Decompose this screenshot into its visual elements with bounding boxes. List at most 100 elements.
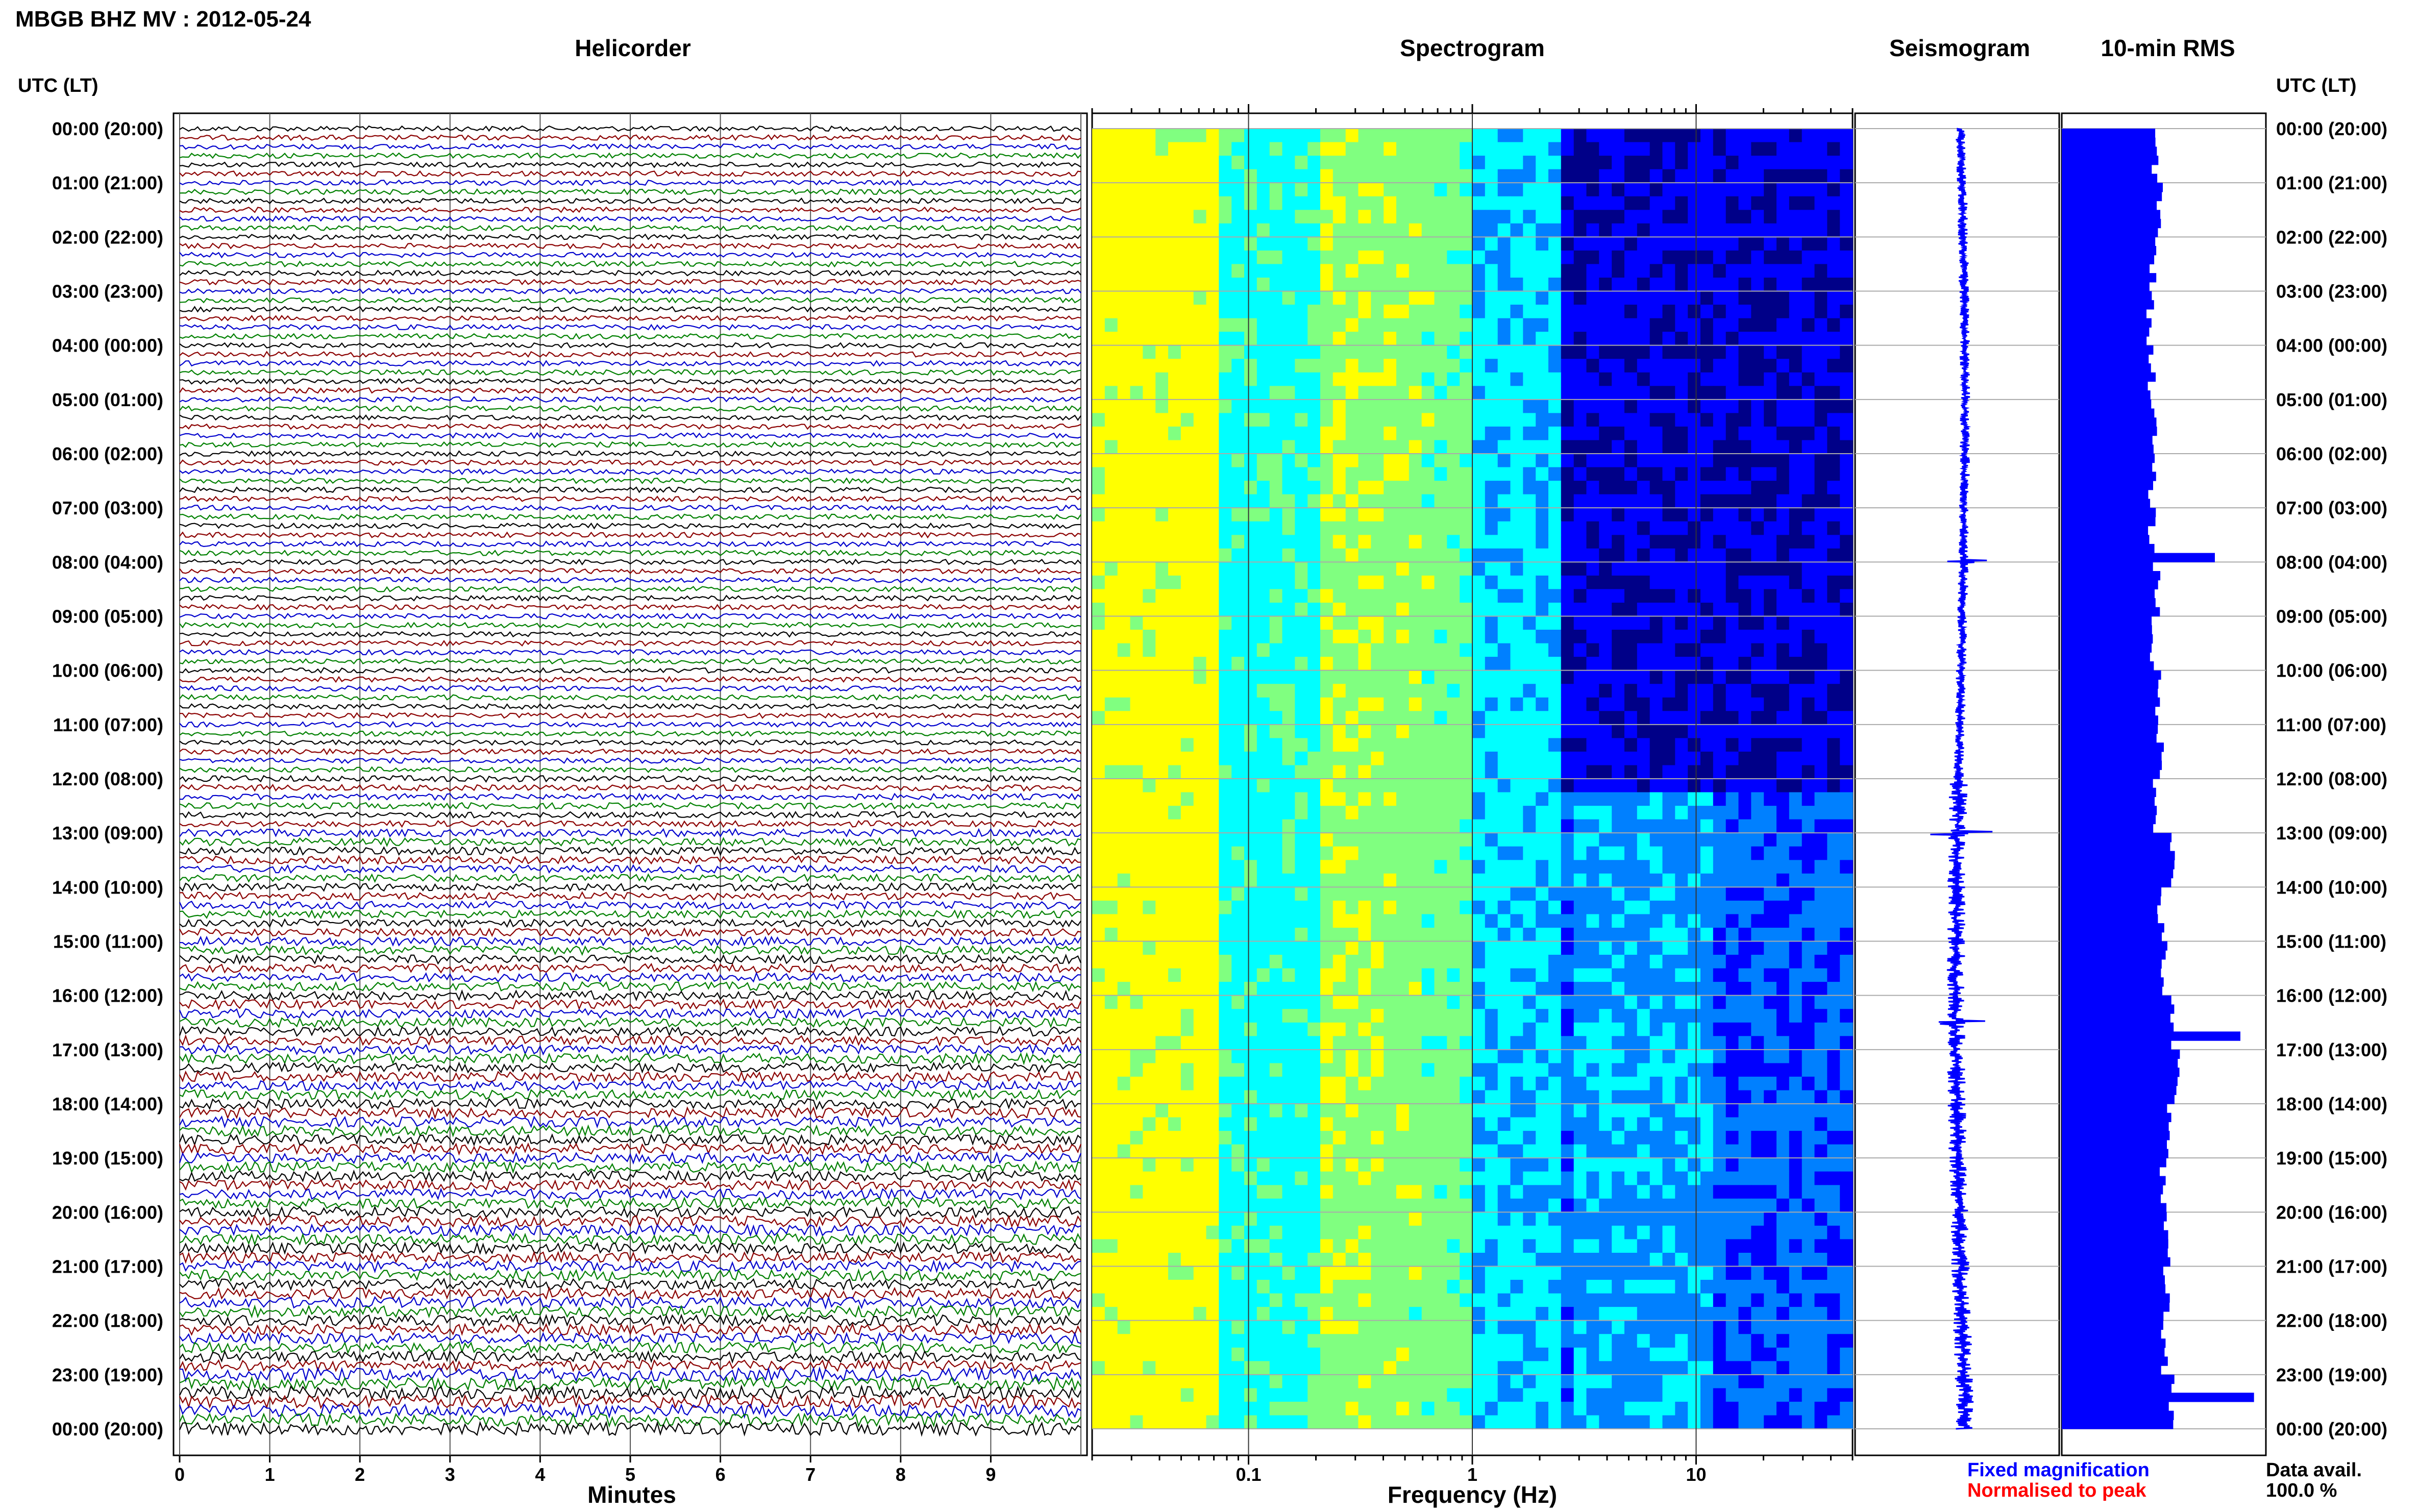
spectrogram-cell xyxy=(1700,1131,1714,1145)
spectrogram-cell xyxy=(1649,535,1663,549)
spectrogram-cell xyxy=(1548,535,1562,549)
spectrogram-cell xyxy=(1295,1131,1308,1145)
spectrogram-cell xyxy=(1130,995,1144,1009)
spectrogram-cell xyxy=(1649,169,1663,183)
spectrogram-cell xyxy=(1206,1131,1220,1145)
spectrogram-cell xyxy=(1840,359,1853,373)
spectrogram-cell xyxy=(1751,305,1764,319)
spectrogram-cell xyxy=(1104,291,1118,305)
spectrogram-cell xyxy=(1460,697,1473,712)
spectrogram-cell xyxy=(1485,751,1498,766)
spectrogram-cell xyxy=(1092,535,1105,549)
spectrogram-cell xyxy=(1460,684,1473,698)
spectrogram-cell xyxy=(1497,765,1511,779)
helicorder-trace xyxy=(179,1421,1081,1437)
spectrogram-cell xyxy=(1624,1158,1638,1172)
spectrogram-cell xyxy=(1586,183,1600,197)
spectrogram-cell xyxy=(1649,887,1663,901)
spectrogram-cell xyxy=(1434,1009,1448,1023)
spectrogram-cell xyxy=(1282,833,1296,847)
spectrogram-cell xyxy=(1497,278,1511,292)
spectrogram-cell xyxy=(1155,1131,1169,1145)
spectrogram-cell xyxy=(1256,129,1270,143)
spectrogram-cell xyxy=(1206,819,1220,833)
spectrogram-cell xyxy=(1168,603,1181,617)
spectrogram-cell xyxy=(1244,1090,1257,1104)
spectrogram-cell xyxy=(1472,291,1486,305)
spectrogram-cell xyxy=(1612,1022,1625,1037)
time-label-right: 01:00 (21:00) xyxy=(2276,172,2387,193)
spectrogram-cell xyxy=(1371,670,1384,684)
spectrogram-cell xyxy=(1814,183,1828,197)
spectrogram-cell xyxy=(1168,1117,1181,1131)
spectrogram-cell xyxy=(1751,670,1764,684)
spectrogram-cell xyxy=(1460,399,1473,414)
spectrogram-cell xyxy=(1725,372,1739,387)
spectrogram-cell xyxy=(1510,359,1524,373)
spectrogram-cell xyxy=(1789,630,1803,644)
spectrogram-cell xyxy=(1320,873,1334,888)
spectrogram-cell xyxy=(1801,156,1815,170)
spectrogram-cell xyxy=(1637,751,1650,766)
spectrogram-cell xyxy=(1447,467,1460,481)
spectrogram-cell xyxy=(1573,1131,1587,1145)
spectrogram-cell xyxy=(1295,548,1308,563)
spectrogram-cell xyxy=(1814,873,1828,888)
spectrogram-cell xyxy=(1612,454,1625,468)
helicorder-trace xyxy=(179,927,1081,937)
spectrogram-cell xyxy=(1269,833,1283,847)
spectrogram-cell xyxy=(1371,738,1384,752)
spectrogram-cell xyxy=(1130,575,1144,590)
spectrogram-cell xyxy=(1193,914,1207,928)
spectrogram-cell xyxy=(1104,210,1118,224)
spectrogram-cell xyxy=(1358,454,1372,468)
spectrogram-cell xyxy=(1320,1063,1334,1077)
spectrogram-cell xyxy=(1345,616,1359,630)
helicorder-trace xyxy=(179,468,1081,476)
spectrogram-cell xyxy=(1434,494,1448,508)
spectrogram-cell xyxy=(1573,548,1587,563)
spectrogram-cell xyxy=(1409,562,1422,576)
helicorder-traces xyxy=(179,125,1082,1437)
spectrogram-cell xyxy=(1130,454,1144,468)
spectrogram-cell xyxy=(1776,616,1790,630)
spectrogram-cell xyxy=(1409,142,1422,156)
spectrogram-cell xyxy=(1460,1158,1473,1172)
spectrogram-cell xyxy=(1675,562,1688,576)
spectrogram-cell xyxy=(1130,1022,1144,1037)
spectrogram-cell xyxy=(1307,941,1321,955)
spectrogram-cell xyxy=(1447,305,1460,319)
spectrogram-cell xyxy=(1688,318,1701,332)
spectrogram-cell xyxy=(1371,508,1384,522)
spectrogram-cell xyxy=(1460,169,1473,183)
spectrogram-cell xyxy=(1814,833,1828,847)
spectrogram-cell xyxy=(1396,1076,1410,1091)
spectrogram-cell xyxy=(1840,1063,1853,1077)
spectrogram-cell xyxy=(1421,196,1435,210)
spectrogram-cell xyxy=(1104,928,1118,942)
spectrogram-cell xyxy=(1510,291,1524,305)
spectrogram-cell xyxy=(1586,1117,1600,1131)
spectrogram-cell xyxy=(1523,508,1536,522)
spectrogram-cell xyxy=(1396,1009,1410,1023)
spectrogram-cell xyxy=(1155,1009,1169,1023)
spectrogram-cell xyxy=(1624,237,1638,251)
spectrogram-cell xyxy=(1688,779,1701,793)
spectrogram-cell xyxy=(1789,751,1803,766)
spectrogram-cell xyxy=(1371,968,1384,982)
spectrogram-cell xyxy=(1345,860,1359,874)
spectrogram-cell xyxy=(1358,684,1372,698)
spectrogram-cell xyxy=(1282,210,1296,224)
spectrogram-cell xyxy=(1117,196,1131,210)
spectrogram-cell xyxy=(1688,860,1701,874)
spectrogram-cell xyxy=(1104,806,1118,820)
spectrogram-cell xyxy=(1307,454,1321,468)
spectrogram-cell xyxy=(1104,955,1118,969)
spectrogram-cell xyxy=(1586,670,1600,684)
spectrogram-cell xyxy=(1143,806,1156,820)
spectrogram-cell xyxy=(1396,1022,1410,1037)
spectrogram-cell xyxy=(1104,183,1118,197)
spectrogram-cell xyxy=(1485,305,1498,319)
spectrogram-cell xyxy=(1104,1131,1118,1145)
spectrogram-cell xyxy=(1269,399,1283,414)
